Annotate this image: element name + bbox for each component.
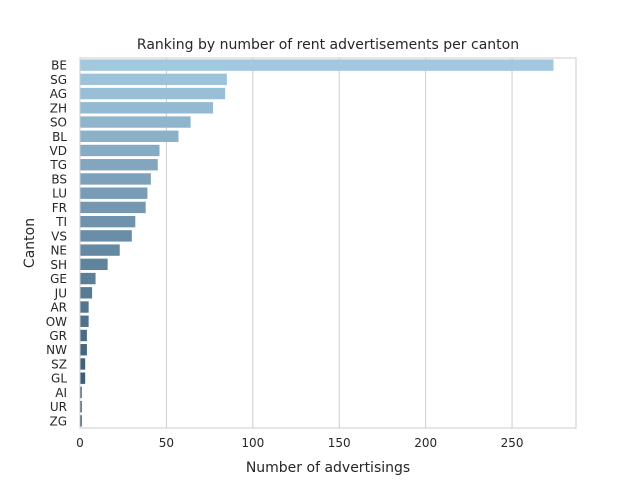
y-tick-label-ar: AR	[50, 301, 67, 315]
bar-gr	[80, 329, 87, 342]
bar-nw	[80, 344, 87, 356]
y-tick-label-ai: AI	[55, 386, 67, 400]
chart-title: Ranking by number of rent advertisements…	[137, 37, 519, 53]
bar-ai	[80, 386, 82, 399]
y-tick-label-ur: UR	[50, 400, 67, 414]
y-tick-label-nw: NW	[46, 343, 67, 357]
bar-ti	[80, 215, 136, 228]
y-tick-label-vd: VD	[50, 144, 67, 158]
y-tick-label-sg: SG	[50, 73, 67, 87]
y-tick-label-ow: OW	[46, 315, 67, 329]
bar-zh	[80, 102, 214, 114]
bar-ur	[80, 400, 82, 413]
bar-gl	[80, 372, 86, 384]
x-tick-label: 100	[241, 436, 264, 450]
y-tick-label-gr: GR	[49, 329, 67, 343]
y-tick-label-fr: FR	[52, 201, 67, 215]
x-tick-label: 50	[159, 436, 174, 450]
y-tick-label-gl: GL	[51, 372, 67, 386]
x-tick-label: 150	[328, 436, 351, 450]
bar-ar	[80, 301, 89, 313]
y-tick-label-sz: SZ	[51, 357, 67, 371]
y-tick-label-ne: NE	[50, 244, 67, 258]
bar-ne	[80, 244, 120, 256]
y-tick-label-ag: AG	[50, 87, 67, 101]
y-tick-label-zg: ZG	[49, 414, 67, 428]
bar-ow	[80, 315, 89, 327]
y-tick-label-ti: TI	[55, 215, 67, 229]
x-tick-label: 0	[76, 436, 84, 450]
y-tick-label-so: SO	[50, 116, 67, 130]
y-tick-label-zh: ZH	[50, 101, 67, 115]
x-tick-labels: 0 50 100 150 200 250	[76, 436, 523, 450]
bar-vs	[80, 230, 132, 242]
bars	[80, 59, 554, 427]
bar-vd	[80, 144, 160, 157]
bar-bl	[80, 130, 179, 142]
y-tick-label-vs: VS	[51, 229, 67, 243]
y-tick-label-ge: GE	[50, 272, 67, 286]
bar-ju	[80, 287, 93, 299]
bar-sz	[80, 358, 86, 370]
bar-bs	[80, 173, 151, 185]
bar-sg	[80, 73, 227, 86]
bar-fr	[80, 201, 146, 214]
y-tick-label-ju: JU	[54, 286, 67, 300]
x-tick-label: 250	[501, 436, 524, 450]
x-tick-label: 200	[414, 436, 437, 450]
bar-so	[80, 116, 191, 128]
bar-zg	[80, 415, 82, 427]
y-tick-label-bl: BL	[52, 130, 67, 144]
bar-sh	[80, 258, 108, 271]
y-tick-labels: BESGAGZHSOBLVDTGBSLUFRTIVSNESHGEJUAROWGR…	[46, 59, 68, 429]
bar-tg	[80, 159, 158, 171]
y-tick-label-sh: SH	[50, 258, 67, 272]
plot-frame	[79, 57, 577, 429]
bar-be	[80, 59, 554, 71]
y-tick-label-lu: LU	[52, 187, 67, 201]
y-tick-label-be: BE	[51, 59, 67, 73]
y-tick-label-bs: BS	[51, 172, 67, 186]
y-tick-label-tg: TG	[49, 158, 67, 172]
bar-ag	[80, 87, 226, 100]
bar-lu	[80, 187, 148, 199]
bar-ge	[80, 272, 96, 285]
x-axis-label: Number of advertisings	[246, 460, 410, 476]
y-axis-label: Canton	[22, 218, 38, 268]
